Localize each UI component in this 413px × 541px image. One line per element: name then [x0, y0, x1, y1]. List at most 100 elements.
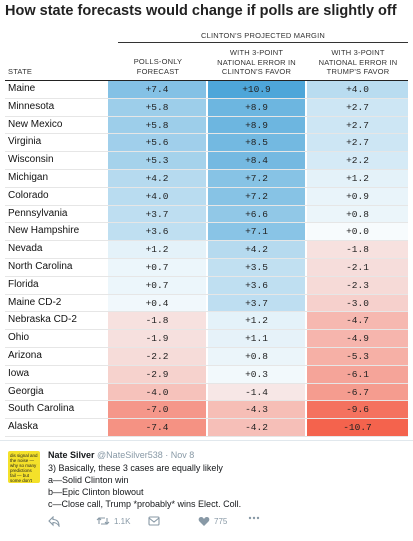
polls-only-cell: +3.7 — [108, 205, 206, 223]
avatar[interactable]: dis signal and the noise — why so many p… — [8, 451, 40, 483]
clinton-favor-cell: -4.2 — [208, 419, 305, 436]
col-header-line: TRUMP'S FAVOR — [326, 67, 390, 76]
more-button[interactable] — [248, 516, 260, 520]
clinton-favor-cell: +8.4 — [208, 152, 305, 169]
polls-only-cell: -1.8 — [108, 312, 206, 330]
reply-button[interactable] — [48, 516, 60, 527]
trump-favor-cell: -6.7 — [307, 383, 408, 401]
table-row: Minnesota +5.8 +8.9 +2.7 — [5, 98, 408, 117]
table-row: South Carolina -7.0 -4.3 -9.6 — [5, 401, 408, 420]
polls-only-cell: +5.6 — [108, 134, 206, 152]
trump-favor-cell: +1.2 — [307, 169, 408, 187]
polls-only-cell: -1.9 — [108, 330, 206, 347]
trump-favor-cell: -9.6 — [307, 401, 408, 419]
polls-only-cell: -2.2 — [108, 347, 206, 365]
table-row: Iowa -2.9 +0.3 -6.1 — [5, 365, 408, 384]
clinton-favor-cell: -1.4 — [208, 383, 305, 401]
trump-favor-cell: -5.3 — [307, 347, 408, 365]
tweet[interactable]: dis signal and the noise — why so many p… — [0, 440, 413, 541]
col-header-line: FORECAST — [136, 66, 180, 76]
tweet-header: Nate Silver @NateSilver538 · Nov 8 — [48, 450, 194, 460]
tweet-time[interactable]: · Nov 8 — [165, 450, 195, 460]
polls-only-cell: -7.4 — [108, 419, 206, 436]
clinton-favor-cell: +4.2 — [208, 241, 305, 258]
col-header-line: POLLS-ONLY — [133, 57, 183, 66]
clinton-favor-cell: +7.1 — [208, 223, 305, 241]
state-name: New Mexico — [8, 118, 63, 130]
table-row: Michigan +4.2 +7.2 +1.2 — [5, 169, 408, 188]
state-name: South Carolina — [8, 403, 75, 415]
col-header-line: WITH 3-POINT — [331, 48, 385, 57]
tweet-line: 3) Basically, these 3 cases are equally … — [48, 463, 223, 473]
col-header-line: NATIONAL ERROR IN — [318, 57, 398, 67]
clinton-favor-cell: +7.2 — [208, 169, 305, 187]
state-name: Georgia — [8, 385, 44, 397]
clinton-favor-cell: +7.2 — [208, 187, 305, 205]
dm-button[interactable] — [148, 516, 160, 526]
polls-only-cell: +0.4 — [108, 294, 206, 312]
state-name: Pennsylvania — [8, 207, 68, 219]
state-name: Florida — [8, 278, 39, 290]
table-row: Ohio -1.9 +1.1 -4.9 — [5, 330, 408, 348]
col-header-line: WITH 3-POINT — [229, 48, 284, 57]
table-row: North Carolina +0.7 +3.5 -2.1 — [5, 258, 408, 277]
trump-favor-cell: -10.7 — [307, 419, 408, 436]
state-name: Iowa — [8, 367, 30, 379]
state-name: Maine CD-2 — [8, 296, 62, 308]
table-row: Wisconsin +5.3 +8.4 +2.2 — [5, 152, 408, 170]
retweet-icon — [96, 517, 110, 525]
state-name: Virginia — [8, 136, 42, 148]
polls-only-cell: +5.8 — [108, 98, 206, 116]
col-header-trump-favor: WITH 3-POINT NATIONAL ERROR IN TRUMP'S F… — [308, 48, 408, 77]
group-header-rule — [118, 42, 408, 43]
state-name: Michigan — [8, 171, 49, 183]
polls-only-cell: +5.8 — [108, 116, 206, 134]
polls-only-cell: -2.9 — [108, 365, 206, 383]
trump-favor-cell: -1.8 — [307, 241, 408, 258]
state-name: Ohio — [8, 332, 30, 344]
like-button[interactable]: 775 — [198, 516, 227, 527]
tweet-line: c—Close call, Trump *probably* wins Elec… — [48, 499, 242, 509]
tweet-line: b—Epic Clinton blowout — [48, 487, 144, 497]
dm-icon — [148, 516, 160, 526]
polls-only-cell: +0.7 — [108, 276, 206, 294]
trump-favor-cell: +2.7 — [307, 116, 408, 134]
chart-title: How state forecasts would change if poll… — [5, 3, 397, 19]
tweet-line: a—Solid Clinton win — [48, 475, 129, 485]
trump-favor-cell: +2.7 — [307, 98, 408, 116]
trump-favor-cell: +2.2 — [307, 152, 408, 169]
state-name: Minnesota — [8, 100, 55, 112]
like-icon — [198, 517, 210, 526]
retweet-button[interactable]: 1.1K — [96, 516, 130, 526]
author-name[interactable]: Nate Silver — [48, 450, 95, 460]
trump-favor-cell: +4.0 — [307, 81, 408, 98]
table-row: Florida +0.7 +3.6 -2.3 — [5, 276, 408, 295]
trump-favor-cell: +0.8 — [307, 205, 408, 223]
table-row: New Mexico +5.8 +8.9 +2.7 — [5, 116, 408, 135]
table-row: Maine +7.4 +10.9 +4.0 — [5, 81, 408, 99]
trump-favor-cell: -2.3 — [307, 276, 408, 294]
clinton-favor-cell: +0.8 — [208, 347, 305, 365]
table-row: Nevada +1.2 +4.2 -1.8 — [5, 241, 408, 259]
table-row: Nebraska CD-2 -1.8 +1.2 -4.7 — [5, 312, 408, 331]
polls-only-cell: -4.0 — [108, 383, 206, 401]
clinton-favor-cell: +3.7 — [208, 294, 305, 312]
table-row: Virginia +5.6 +8.5 +2.7 — [5, 134, 408, 153]
more-icon — [248, 516, 260, 520]
polls-only-cell: +3.6 — [108, 223, 206, 241]
state-name: Nevada — [8, 243, 43, 255]
author-handle[interactable]: @NateSilver538 — [97, 450, 163, 460]
clinton-favor-cell: +8.5 — [208, 134, 305, 152]
polls-only-cell: +7.4 — [108, 81, 206, 98]
group-header: CLINTON'S PROJECTED MARGIN — [200, 31, 325, 40]
table-row: Arizona -2.2 +0.8 -5.3 — [5, 347, 408, 366]
trump-favor-cell: -4.9 — [307, 330, 408, 347]
clinton-favor-cell: +1.2 — [208, 312, 305, 330]
table-row: Pennsylvania +3.7 +6.6 +0.8 — [5, 205, 408, 224]
like-count: 775 — [214, 517, 228, 526]
clinton-favor-cell: +8.9 — [208, 116, 305, 134]
table-row: Colorado +4.0 +7.2 +0.9 — [5, 187, 408, 206]
col-header-state: STATE — [8, 67, 33, 76]
state-name: New Hampshire — [8, 225, 80, 237]
retweet-count: 1.1K — [114, 516, 131, 526]
